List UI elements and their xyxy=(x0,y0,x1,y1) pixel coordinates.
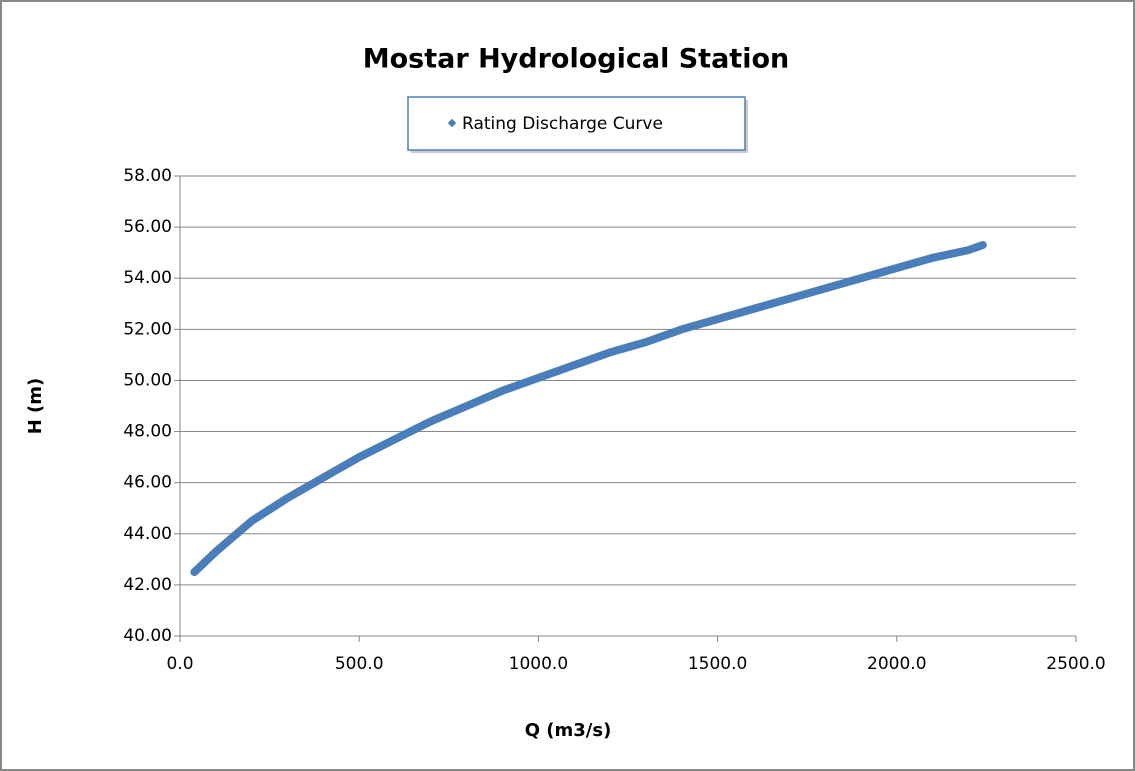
legend-marker xyxy=(447,118,457,128)
x-tick-label: 500.0 xyxy=(335,654,384,674)
y-tick-label: 46.00 xyxy=(123,473,172,493)
x-tick-label: 1000.0 xyxy=(509,654,568,674)
data-curve xyxy=(190,241,987,577)
legend-box xyxy=(407,96,746,151)
y-tick-label: 42.00 xyxy=(123,575,172,595)
y-tick-label: 48.00 xyxy=(123,422,172,442)
x-tick-label: 1500.0 xyxy=(688,654,747,674)
y-tick-label: 50.00 xyxy=(123,370,172,390)
y-tick-label: 58.00 xyxy=(123,166,172,186)
x-tick-label: 2500.0 xyxy=(1046,654,1105,674)
y-tick-label: 52.00 xyxy=(123,319,172,339)
y-tick-label: 40.00 xyxy=(123,626,172,646)
x-axis-label: Q (m3/s) xyxy=(525,720,612,741)
y-tick-label: 44.00 xyxy=(123,524,172,544)
x-tick-label: 0.0 xyxy=(166,654,193,674)
y-axis-label: H (m) xyxy=(25,378,46,435)
y-tick-label: 54.00 xyxy=(123,268,172,288)
chart-title: Mostar Hydrological Station xyxy=(363,44,790,75)
x-tick-label: 2000.0 xyxy=(867,654,926,674)
y-tick-label: 56.00 xyxy=(123,217,172,237)
legend-label: Rating Discharge Curve xyxy=(462,114,663,134)
